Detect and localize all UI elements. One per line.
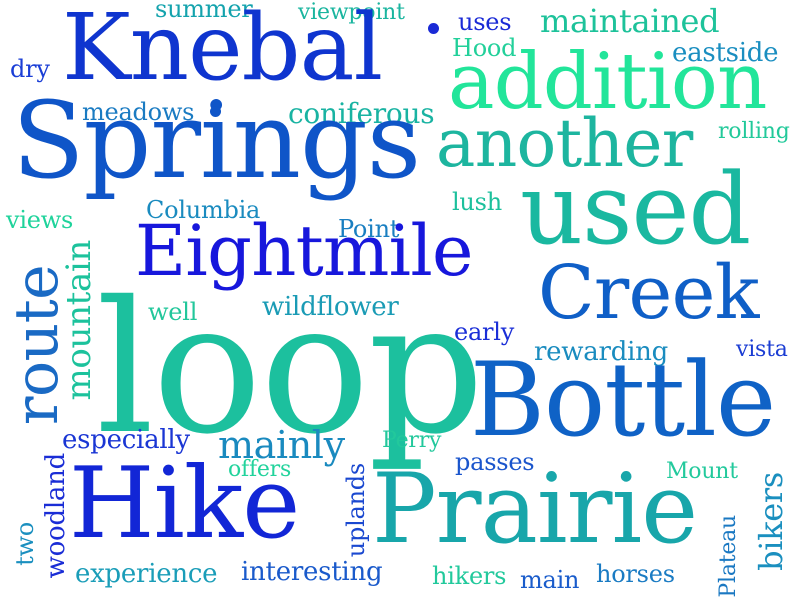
word-two: two	[11, 522, 39, 566]
word-loop: loop	[96, 262, 484, 474]
word-viewpoint: viewpoint	[298, 0, 405, 25]
word-wildflower: wildflower	[262, 292, 399, 322]
word-especially: especially	[62, 425, 190, 455]
word-hike: Hike	[69, 447, 300, 561]
dot-mark	[428, 23, 439, 34]
word-mount: Mount	[666, 459, 738, 484]
word-used: used	[520, 153, 751, 267]
word-creek: Creek	[538, 250, 759, 336]
word-dry: dry	[10, 55, 50, 83]
word-eastside: eastside	[672, 38, 779, 68]
word-lush: lush	[452, 188, 502, 216]
word-plateau: Plateau	[716, 515, 741, 598]
word-point: Point	[338, 215, 400, 243]
word-bikers: bikers	[752, 472, 790, 571]
word-coniferous: coniferous	[288, 97, 435, 130]
word-summer: summer	[155, 0, 253, 23]
word-interesting: interesting	[241, 557, 383, 587]
word-views: views	[6, 206, 74, 234]
word-mountain: mountain	[59, 240, 99, 401]
dot-mark	[210, 106, 221, 117]
word-early: early	[454, 318, 515, 346]
word-main: main	[520, 566, 580, 594]
word-springs: Springs	[12, 79, 421, 202]
word-bottle: Bottle	[470, 341, 776, 460]
word-knebal: Knebal	[62, 0, 383, 101]
word-columbia: Columbia	[146, 196, 261, 224]
word-prairie: Prairie	[372, 453, 698, 565]
word-rolling: rolling	[718, 119, 790, 144]
word-hood: Hood	[452, 34, 517, 62]
word-another: another	[436, 105, 693, 182]
word-well: well	[148, 298, 198, 326]
word-vista: vista	[736, 337, 788, 362]
word-horses: horses	[596, 560, 675, 588]
word-uses: uses	[458, 8, 512, 36]
word-perry: Perry	[382, 428, 442, 453]
word-uplands: uplands	[342, 463, 370, 558]
word-eightmile: Eightmile	[135, 210, 473, 292]
word-mainly: mainly	[218, 423, 345, 467]
word-woodland: woodland	[41, 453, 71, 579]
word-hikers: hikers	[432, 562, 507, 590]
word-rewarding: rewarding	[534, 337, 669, 367]
word-meadows: meadows	[82, 98, 195, 126]
word-offers: offers	[228, 457, 292, 482]
word-experience: experience	[75, 559, 218, 589]
word-maintained: maintained	[540, 2, 720, 40]
word-passes: passes	[455, 448, 535, 476]
word-route: route	[2, 265, 72, 426]
word-addition: addition	[448, 37, 767, 127]
